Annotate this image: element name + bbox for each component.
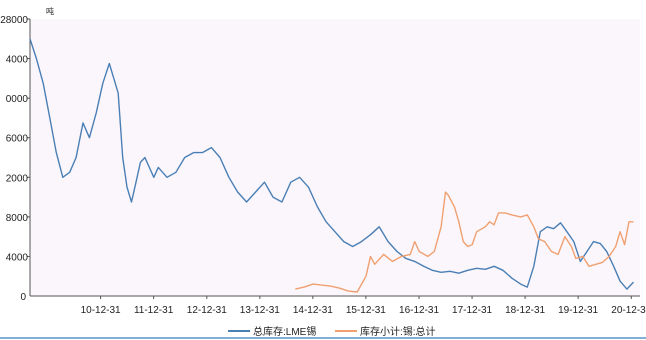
- y-tick-label: 2000: [6, 173, 29, 184]
- x-tick-label: 16-12-31: [399, 305, 439, 316]
- x-axis: 10-12-31 11-12-31 12-12-31 13-12-31 14-12-31…: [30, 295, 646, 316]
- series-line-2: [295, 191, 634, 293]
- y-tick-label: 4000: [6, 55, 29, 66]
- plot-background: [30, 19, 640, 296]
- x-tick-label: 19-12-31: [558, 305, 598, 316]
- y-tick-label: 0: [20, 292, 26, 303]
- legend-label: 库存小计:锡:总计: [360, 325, 436, 338]
- y-tick-label: 6000: [6, 134, 29, 145]
- legend-label: 总库存:LME锡: [253, 325, 316, 338]
- x-tick-label: 18-12-31: [505, 305, 545, 316]
- x-tick-label: 13-12-31: [240, 305, 280, 316]
- x-tick-label: 10-12-31: [81, 305, 121, 316]
- x-tick-label: 17-12-31: [452, 305, 492, 316]
- y-axis: 4000 8000 2000 6000 0000 4000 28000 0: [0, 15, 31, 303]
- x-tick-label: 14-12-31: [293, 305, 333, 316]
- y-unit-label: 吨: [46, 6, 54, 16]
- legend: 总库存:LME锡 库存小计:锡:总计: [228, 325, 436, 338]
- x-tick-label: 15-12-31: [346, 305, 386, 316]
- y-tick-label: 28000: [0, 15, 28, 26]
- x-tick-label: 12-12-31: [187, 305, 227, 316]
- x-tick-label: 20-12-31: [611, 305, 646, 316]
- x-tick-label: 11-12-31: [134, 305, 174, 316]
- y-tick-label: 0000: [6, 94, 29, 105]
- series-line-1: [29, 38, 635, 290]
- y-tick-label: 8000: [6, 213, 29, 224]
- y-tick-label: 4000: [6, 252, 29, 263]
- series-layer: [29, 38, 635, 293]
